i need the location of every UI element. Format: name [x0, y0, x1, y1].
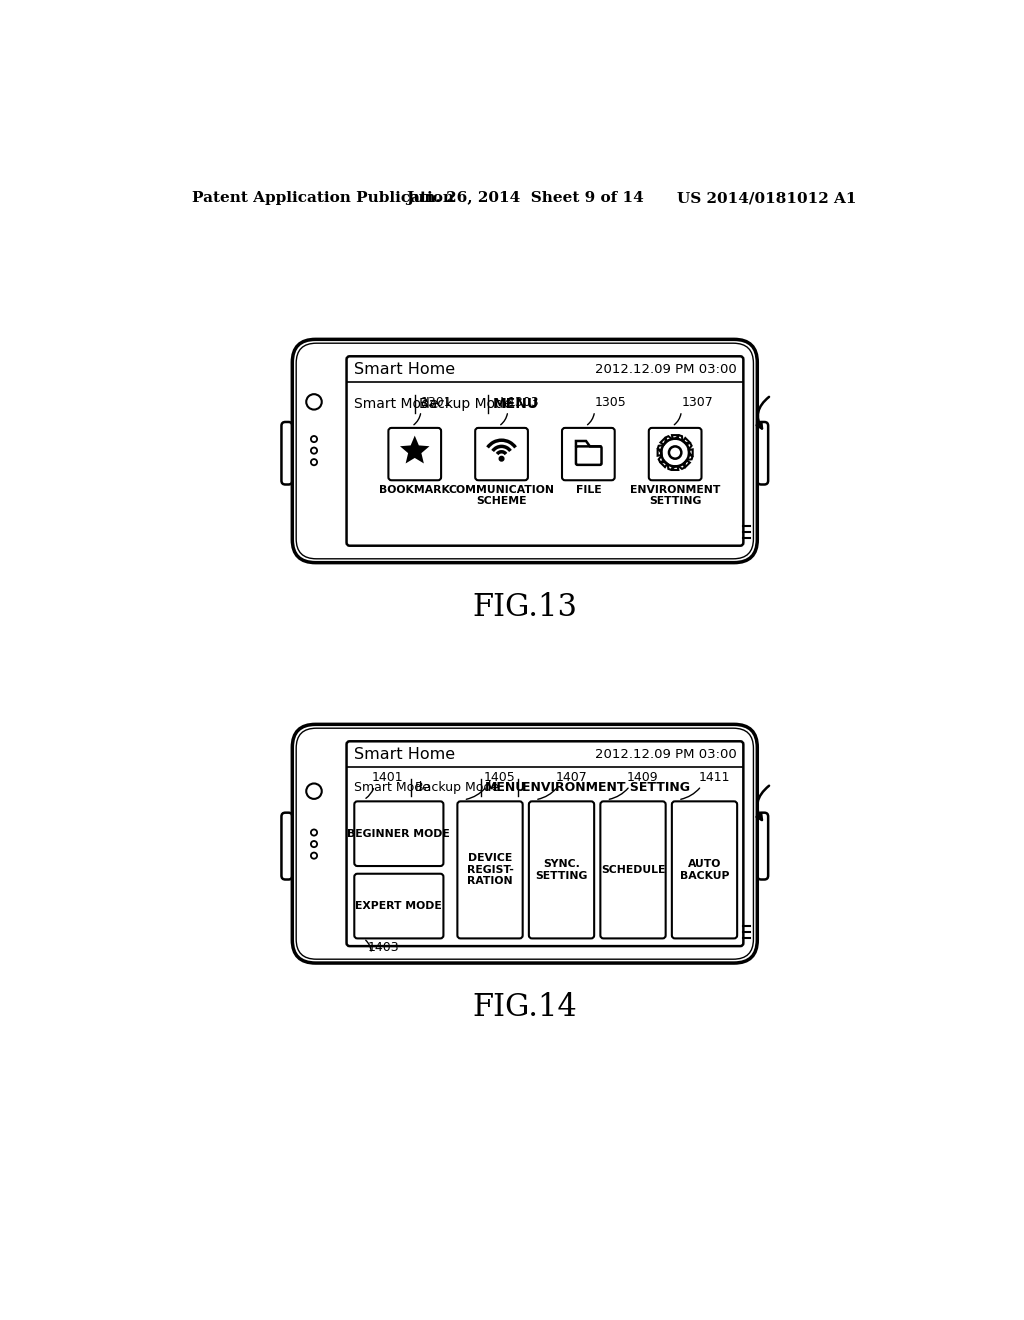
Text: Smart Home: Smart Home [354, 747, 456, 762]
Text: 1303: 1303 [508, 396, 540, 409]
Text: Smart Home: Smart Home [354, 362, 456, 378]
Text: EXPERT MODE: EXPERT MODE [355, 902, 442, 911]
Text: 2012.12.09 PM 03:00: 2012.12.09 PM 03:00 [595, 748, 737, 760]
Text: US 2014/0181012 A1: US 2014/0181012 A1 [677, 191, 856, 206]
Text: Backup Mode: Backup Mode [420, 397, 513, 411]
Text: FIG.13: FIG.13 [472, 591, 578, 623]
Text: 1409: 1409 [627, 771, 658, 784]
Text: ENVIRONMENT SETTING: ENVIRONMENT SETTING [521, 781, 690, 795]
Text: SCHEDULE: SCHEDULE [601, 865, 666, 875]
Text: 2012.12.09 PM 03:00: 2012.12.09 PM 03:00 [595, 363, 737, 376]
Text: 1405: 1405 [483, 771, 515, 784]
Text: 1301: 1301 [421, 396, 453, 409]
Polygon shape [400, 436, 429, 463]
Text: ENVIRONMENT
SETTING: ENVIRONMENT SETTING [630, 484, 720, 507]
Text: MENU: MENU [484, 781, 525, 795]
Text: Smart Mode: Smart Mode [354, 781, 430, 795]
Text: COMMUNICATION
SCHEME: COMMUNICATION SCHEME [449, 484, 555, 507]
Circle shape [500, 457, 504, 461]
Text: AUTO
BACKUP: AUTO BACKUP [680, 859, 729, 880]
Text: SYNC.
SETTING: SYNC. SETTING [536, 859, 588, 880]
Text: FIG.14: FIG.14 [472, 993, 578, 1023]
Text: MENU: MENU [493, 397, 540, 411]
Text: 1401: 1401 [372, 771, 403, 784]
Text: Backup Mode: Backup Mode [415, 781, 499, 795]
Text: Smart Mode: Smart Mode [354, 397, 438, 411]
Text: 1411: 1411 [698, 771, 730, 784]
Text: DEVICE
REGIST-
RATION: DEVICE REGIST- RATION [467, 853, 513, 887]
Text: 1305: 1305 [595, 396, 627, 409]
Text: Jun. 26, 2014  Sheet 9 of 14: Jun. 26, 2014 Sheet 9 of 14 [406, 191, 644, 206]
Text: BOOKMARK: BOOKMARK [379, 484, 451, 495]
Text: 1407: 1407 [555, 771, 587, 784]
Text: BEGINNER MODE: BEGINNER MODE [347, 829, 451, 838]
Text: 1403: 1403 [368, 941, 399, 954]
Text: 1307: 1307 [681, 396, 713, 409]
Text: Patent Application Publication: Patent Application Publication [191, 191, 454, 206]
Text: FILE: FILE [575, 484, 601, 495]
